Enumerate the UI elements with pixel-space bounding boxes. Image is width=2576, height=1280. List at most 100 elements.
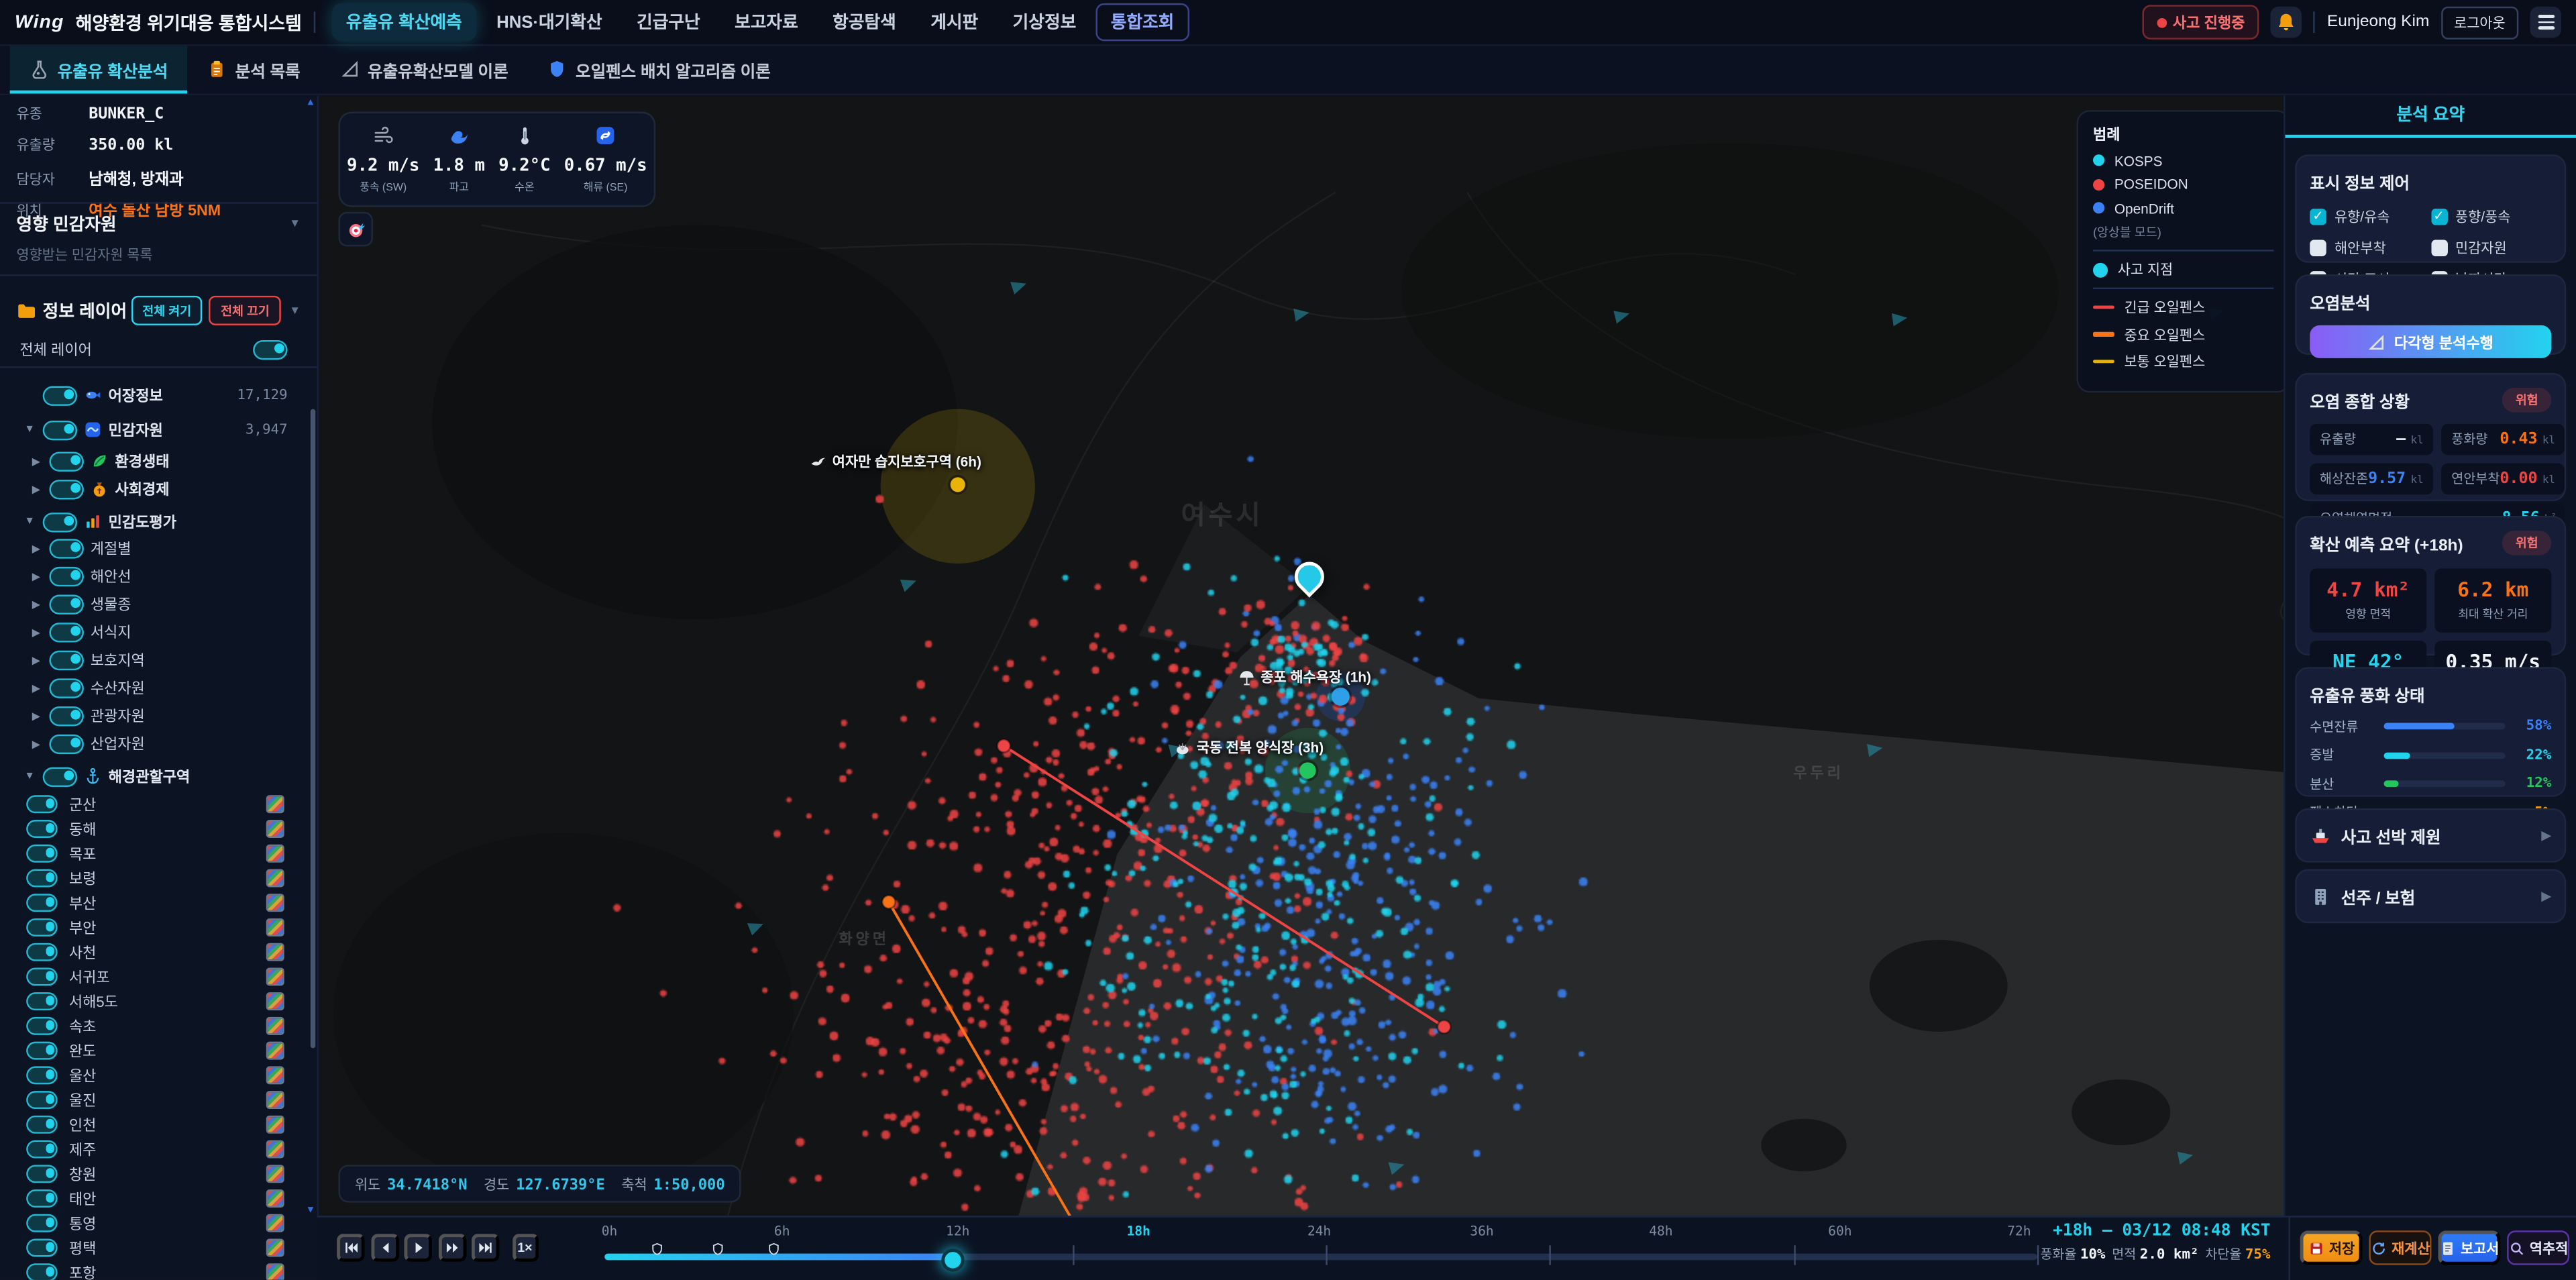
nav-item[interactable]: 통합조회 (1095, 3, 1189, 42)
region-toggle[interactable] (26, 943, 58, 961)
poi-dot[interactable] (950, 477, 965, 492)
caret-down-icon[interactable]: ▼ (24, 423, 35, 435)
scroll-down-icon[interactable]: ▼ (305, 1206, 316, 1216)
logout-button[interactable]: 로그아웃 (2440, 5, 2519, 39)
region-toggle[interactable] (26, 1238, 58, 1257)
region-toggle[interactable] (26, 1016, 58, 1035)
caret-right-icon[interactable]: ▶ (32, 710, 41, 723)
nav-item[interactable]: 게시판 (930, 13, 979, 33)
caret-right-icon[interactable]: ▶ (32, 543, 41, 555)
notifications-button[interactable] (2271, 6, 2303, 38)
layer-toggle[interactable] (49, 705, 84, 726)
caret-right-icon[interactable]: ▶ (32, 682, 41, 694)
impact-section-header[interactable]: 영향 민감자원 ▼ (16, 212, 301, 237)
checkbox-unchecked-icon[interactable] (2430, 239, 2447, 257)
layer-toggle[interactable] (42, 385, 78, 405)
layer-toggle[interactable] (49, 566, 84, 586)
skip-end-button[interactable] (471, 1234, 500, 1262)
all-layers-toggle[interactable] (253, 339, 288, 360)
region-toggle[interactable] (26, 869, 58, 888)
region-toggle[interactable] (26, 1263, 58, 1280)
fast-forward-button[interactable] (437, 1234, 466, 1262)
step-back-button[interactable] (370, 1234, 398, 1262)
locate-incident-button[interactable] (338, 211, 373, 247)
region-toggle[interactable] (26, 1165, 58, 1183)
region-toggle[interactable] (26, 1041, 58, 1060)
region-toggle[interactable] (26, 844, 58, 863)
tab-유출유확산모델 이론[interactable]: 유출유확산모델 이론 (320, 44, 528, 93)
caret-right-icon[interactable]: ▶ (32, 571, 41, 583)
sidebar-scrollbar[interactable] (309, 409, 316, 1049)
incident-pin[interactable] (1288, 555, 1331, 598)
caret-right-icon[interactable]: ▶ (32, 484, 41, 496)
tab-유출유 확산분석[interactable]: 유출유 확산분석 (9, 44, 188, 94)
ship-spec-header[interactable]: 사고 선박 제원 ▶ (2310, 823, 2551, 848)
caret-down-icon[interactable]: ▼ (24, 515, 35, 528)
nav-item[interactable]: 유출유 확산예측 (331, 3, 477, 42)
step-back-icon (376, 1239, 394, 1257)
timeline-track[interactable] (604, 1253, 2037, 1260)
scroll-up-icon[interactable]: ▲ (305, 98, 316, 109)
region-toggle[interactable] (26, 1140, 58, 1159)
region-toggle[interactable] (26, 795, 58, 814)
tab-분석 목록[interactable]: 분석 목록 (188, 44, 320, 93)
region-toggle[interactable] (26, 1189, 58, 1208)
poi-dot[interactable] (1299, 762, 1316, 779)
region-toggle[interactable] (26, 1214, 58, 1232)
timeline-thumb[interactable] (941, 1248, 965, 1271)
poi-dot[interactable] (1331, 687, 1350, 706)
region-toggle[interactable] (26, 967, 58, 986)
보고서-button[interactable]: 보고서 (2438, 1230, 2501, 1265)
region-toggle[interactable] (26, 1115, 58, 1134)
region-toggle[interactable] (26, 918, 58, 937)
region-toggle[interactable] (26, 894, 58, 912)
layer-toggle[interactable] (49, 733, 84, 753)
nav-item[interactable]: 기상정보 (1012, 13, 1077, 33)
owner-insurance-header[interactable]: 선주 / 보험 ▶ (2310, 884, 2551, 908)
polygon-analysis-button[interactable]: 다각형 분석수행 (2310, 325, 2552, 358)
layer-toggle[interactable] (42, 766, 78, 786)
nav-item[interactable]: HNS·대기확산 (496, 13, 602, 33)
speed-button[interactable]: 1× (511, 1234, 539, 1262)
caret-right-icon[interactable]: ▶ (32, 456, 41, 468)
layer-toggle[interactable] (49, 594, 84, 614)
caret-right-icon[interactable]: ▶ (32, 627, 41, 639)
layers-all-on-button[interactable]: 전체 켜기 (131, 295, 203, 325)
layer-toggle[interactable] (42, 511, 78, 532)
layer-toggle[interactable] (49, 649, 84, 670)
display-checkbox-유향/유속[interactable]: 유향/유속 (2310, 207, 2430, 227)
layer-toggle[interactable] (49, 538, 84, 558)
region-toggle[interactable] (26, 820, 58, 838)
caret-right-icon[interactable]: ▶ (32, 654, 41, 667)
checkbox-checked-icon[interactable] (2430, 209, 2447, 225)
play-button[interactable] (404, 1234, 433, 1262)
bar-percent: 12% (2526, 775, 2552, 792)
caret-right-icon[interactable]: ▶ (32, 738, 41, 750)
display-checkbox-풍향/풍속[interactable]: 풍향/풍속 (2430, 207, 2551, 227)
caret-right-icon[interactable]: ▶ (32, 598, 41, 610)
역추적-button[interactable]: 역추적 (2507, 1230, 2570, 1265)
checkbox-checked-icon[interactable] (2310, 209, 2326, 225)
tab-오일펜스 배치 알고리즘 이론[interactable]: 오일펜스 배치 알고리즘 이론 (528, 44, 790, 93)
region-toggle[interactable] (26, 1066, 58, 1085)
region-toggle[interactable] (26, 1091, 58, 1110)
display-checkbox-해안부착[interactable]: 해안부착 (2310, 238, 2430, 258)
checkbox-unchecked-icon[interactable] (2310, 239, 2326, 257)
hamburger-menu-button[interactable] (2530, 6, 2561, 38)
layer-toggle[interactable] (49, 478, 84, 499)
skip-start-button[interactable] (337, 1234, 365, 1262)
map-canvas[interactable]: 여수시화양면우두리여자만 습지보호구역 (6h)종포 해수욕장 (1h)국동 전… (317, 93, 2284, 1216)
layer-toggle[interactable] (49, 678, 84, 698)
region-toggle[interactable] (26, 992, 58, 1011)
display-checkbox-민감자원[interactable]: 민감자원 (2430, 238, 2551, 258)
layer-toggle[interactable] (49, 621, 84, 642)
layer-toggle[interactable] (42, 419, 78, 440)
caret-down-icon[interactable]: ▼ (24, 770, 35, 782)
재계산-button[interactable]: 재계산 (2369, 1230, 2432, 1265)
저장-button[interactable]: 저장 (2300, 1230, 2363, 1265)
nav-item[interactable]: 긴급구난 (637, 13, 700, 33)
nav-item[interactable]: 보고자료 (735, 13, 798, 33)
layers-all-off-button[interactable]: 전체 끄기 (209, 295, 281, 325)
nav-item[interactable]: 항공탐색 (833, 13, 896, 33)
layer-toggle[interactable] (49, 451, 84, 471)
